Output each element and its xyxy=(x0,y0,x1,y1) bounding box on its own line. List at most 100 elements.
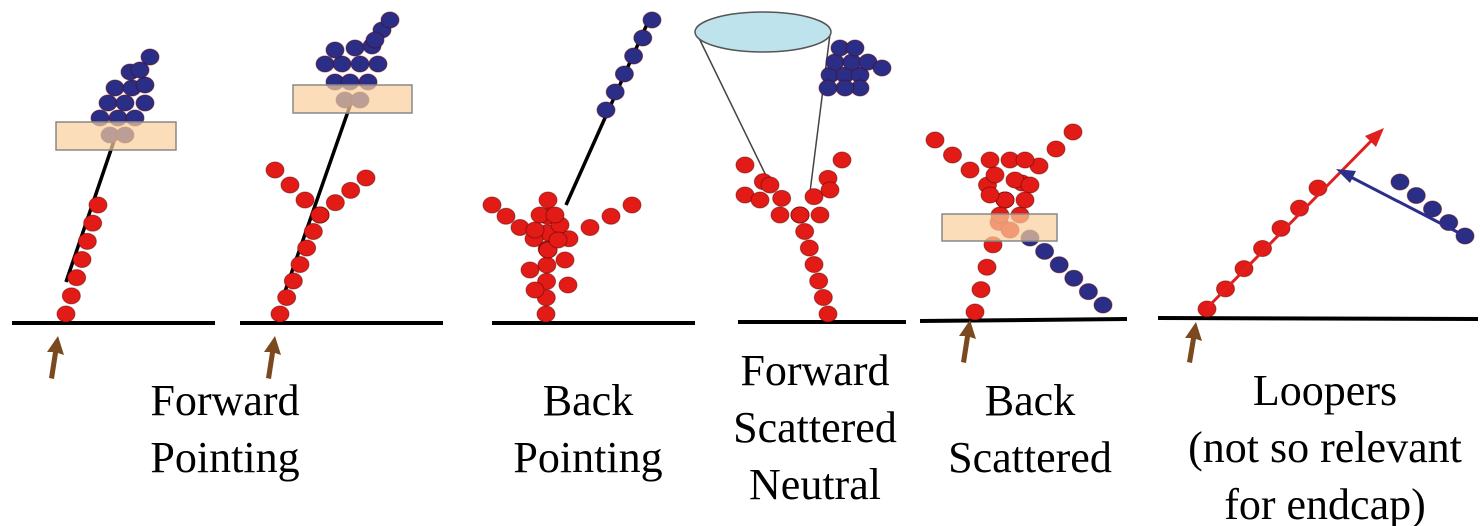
hit xyxy=(369,56,387,72)
hit xyxy=(78,233,96,249)
labels: ForwardPointingBackPointingForwardScatte… xyxy=(150,346,1461,526)
hit xyxy=(986,167,1004,183)
hit xyxy=(771,207,789,223)
hit xyxy=(819,80,837,96)
hit xyxy=(810,273,828,289)
cone xyxy=(695,12,831,192)
hit xyxy=(68,270,86,286)
hit xyxy=(791,207,809,223)
hit xyxy=(556,252,574,268)
hit xyxy=(346,40,364,56)
hit xyxy=(73,252,91,268)
diagram: ForwardPointingBackPointingForwardScatte… xyxy=(0,0,1480,526)
label-line: Back xyxy=(985,376,1075,425)
hit xyxy=(581,220,599,236)
origin-arrows xyxy=(47,320,1202,379)
hit xyxy=(281,177,299,193)
hit xyxy=(89,197,107,213)
hit xyxy=(316,56,334,72)
hit xyxy=(634,30,652,46)
hit xyxy=(1065,270,1083,286)
hit xyxy=(342,182,360,198)
hit xyxy=(537,306,555,322)
hit xyxy=(1407,188,1425,204)
hit xyxy=(796,224,814,240)
hit xyxy=(298,240,316,256)
hit xyxy=(266,162,284,178)
hit xyxy=(972,282,990,298)
hit xyxy=(1016,152,1034,168)
label-line: Neutral xyxy=(749,460,881,509)
hit xyxy=(278,290,296,306)
hit xyxy=(539,192,557,208)
hit xyxy=(833,152,851,168)
hit xyxy=(326,195,344,211)
hit xyxy=(873,60,891,76)
hit xyxy=(141,49,159,65)
hit xyxy=(1391,174,1409,190)
hit xyxy=(606,84,624,100)
hit xyxy=(597,102,615,118)
baselines xyxy=(12,318,1478,323)
hit xyxy=(549,232,567,248)
hit xyxy=(821,182,839,198)
hit xyxy=(62,288,80,304)
hit xyxy=(538,257,556,273)
hit xyxy=(846,40,864,56)
hits xyxy=(57,12,1474,322)
label-line: Scattered xyxy=(948,433,1112,482)
hit xyxy=(1064,124,1082,140)
hit xyxy=(1254,241,1272,257)
hit xyxy=(1016,192,1034,208)
label-line: Back xyxy=(543,376,633,425)
hit xyxy=(284,273,302,289)
hit xyxy=(1050,257,1068,273)
label-line: Forward xyxy=(150,376,299,425)
hit xyxy=(961,162,979,178)
hit xyxy=(1079,284,1097,300)
hit xyxy=(271,306,289,322)
hit xyxy=(326,42,344,58)
hit xyxy=(497,208,515,224)
hit xyxy=(981,187,999,203)
label-line: Pointing xyxy=(150,433,299,482)
hit xyxy=(1036,243,1054,259)
hit xyxy=(311,207,329,223)
hit xyxy=(805,257,823,273)
hit xyxy=(546,207,564,223)
hit xyxy=(116,95,134,111)
hit xyxy=(814,290,832,306)
hit xyxy=(304,224,322,240)
hit xyxy=(526,222,544,238)
label-line: Loopers xyxy=(1253,366,1397,415)
hit xyxy=(106,80,124,96)
hit xyxy=(1094,297,1112,313)
hit xyxy=(99,95,117,111)
hit xyxy=(521,262,539,278)
looper-arrows xyxy=(1207,128,1465,308)
hit xyxy=(559,277,577,293)
hit xyxy=(1047,141,1065,157)
hit xyxy=(944,147,962,163)
hit xyxy=(84,215,102,231)
hit xyxy=(623,197,641,213)
hit xyxy=(843,54,861,70)
hit xyxy=(836,80,854,96)
hit xyxy=(1021,177,1039,193)
label-line: (not so relevant xyxy=(1188,423,1462,472)
hit xyxy=(526,282,544,298)
hit xyxy=(615,66,633,82)
hit xyxy=(966,304,984,320)
hit xyxy=(736,157,754,173)
hit xyxy=(351,56,369,72)
hit xyxy=(136,77,154,93)
hit xyxy=(800,240,818,256)
hit xyxy=(366,32,384,48)
hit xyxy=(773,190,791,206)
label-line: for endcap) xyxy=(1224,480,1426,526)
hit xyxy=(57,306,75,322)
hit xyxy=(819,306,837,322)
hit xyxy=(751,192,769,208)
hit xyxy=(602,208,620,224)
label-line: Forward xyxy=(740,346,889,395)
